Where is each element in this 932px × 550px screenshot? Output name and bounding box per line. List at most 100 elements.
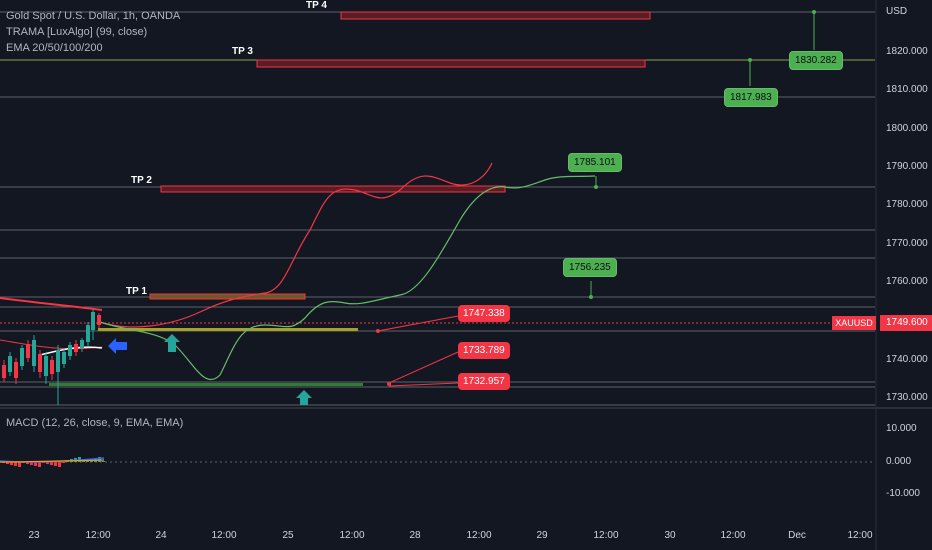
price-axis-label: 1780.000: [886, 199, 928, 210]
price-axis-label: 1740.000: [886, 354, 928, 365]
tp1-zone[interactable]: [149, 293, 306, 300]
price-axis-label: 1800.000: [886, 123, 928, 134]
tp3-label: TP 3: [232, 46, 253, 57]
callout-connector: [377, 315, 459, 332]
macd-bar: [14, 462, 17, 466]
candle-body: [2, 365, 6, 378]
macd-bar: [46, 462, 49, 464]
candle-body: [38, 354, 42, 372]
level-callout[interactable]: 1747.338: [458, 305, 510, 322]
candle-body: [32, 340, 36, 366]
target-callout[interactable]: 1756.235: [563, 258, 617, 277]
symbol-legend[interactable]: Gold Spot / U.S. Dollar, 1h, OANDA: [6, 10, 181, 22]
macd-bar: [54, 462, 57, 466]
candle-body: [8, 356, 12, 372]
macd-bar: [86, 460, 89, 462]
time-axis-label: 12:00: [466, 530, 492, 541]
target-callout[interactable]: 1817.983: [724, 88, 778, 107]
time-axis-label: 12:00: [85, 530, 111, 541]
target-callout[interactable]: 1785.101: [568, 153, 622, 172]
tp4-zone[interactable]: [340, 11, 651, 20]
callout-dot: [594, 185, 598, 189]
tp4-label: TP 4: [306, 0, 327, 11]
time-axis-label: 12:00: [720, 530, 746, 541]
candle-body: [68, 345, 72, 356]
macd-bar: [98, 457, 101, 462]
candle-body: [20, 348, 24, 366]
candle-body: [62, 352, 66, 364]
time-axis-label: 25: [282, 530, 294, 541]
entry-zone[interactable]: [98, 328, 358, 331]
tp2-zone[interactable]: [160, 185, 506, 193]
price-axis-currency: USD: [886, 6, 908, 17]
level-callout[interactable]: 1732.957: [458, 373, 510, 390]
candles-group: [2, 310, 101, 405]
candle-body: [44, 356, 48, 376]
time-axis-label: 24: [155, 530, 167, 541]
macd-bar: [10, 462, 13, 465]
candle-body: [91, 312, 95, 330]
callout-dot: [812, 10, 816, 14]
tp3-zone[interactable]: [256, 59, 646, 68]
macd-histogram: [0, 457, 105, 467]
trama-legend[interactable]: TRAMA [LuxAlgo] (99, close): [6, 26, 148, 38]
forecast-path-red: [99, 162, 493, 328]
macd-axis-label: -10.000: [886, 488, 920, 499]
candle-body: [56, 350, 60, 372]
price-axis-label: 1820.000: [886, 46, 928, 57]
macd-bar: [62, 462, 65, 463]
macd-legend[interactable]: MACD (12, 26, close, 9, EMA, EMA): [6, 417, 184, 429]
target-callout[interactable]: 1830.282: [789, 51, 843, 70]
macd-bar: [18, 462, 21, 467]
candle-body: [14, 362, 18, 378]
callout-connector: [388, 351, 459, 384]
ema-legend[interactable]: EMA 20/50/100/200: [6, 42, 103, 54]
ema-line-red: [0, 297, 103, 311]
left-arrow-icon: [108, 338, 127, 354]
macd-bar: [50, 462, 53, 465]
candle-body: [86, 325, 90, 342]
up-arrow-icon: [296, 390, 312, 405]
macd-bar: [6, 462, 9, 464]
tp1-label: TP 1: [126, 286, 147, 297]
time-axis-label: 12:00: [593, 530, 619, 541]
macd-axis-label: 10.000: [886, 423, 917, 434]
level-callout[interactable]: 1733.789: [458, 342, 510, 359]
macd-bar: [38, 462, 41, 467]
macd-bar: [82, 461, 85, 462]
candle-body: [74, 344, 78, 352]
tp2-label: TP 2: [131, 175, 152, 186]
time-axis-label: Dec: [788, 530, 806, 541]
callout-dot: [376, 329, 380, 333]
macd-bar: [34, 462, 37, 466]
candle-body: [26, 344, 30, 358]
macd-bar: [58, 462, 61, 467]
time-axis-label: 29: [536, 530, 548, 541]
up-arrow-icon: [164, 334, 180, 352]
macd-bar: [102, 461, 105, 462]
price-axis-label: 1730.000: [886, 392, 928, 403]
macd-signal-line: [0, 459, 105, 463]
macd-axis-label: 0.000: [886, 456, 912, 467]
callout-dot: [748, 58, 752, 62]
macd-bar: [30, 462, 33, 465]
price-axis-label: 1810.000: [886, 84, 928, 95]
price-axis-label: 1790.000: [886, 161, 928, 172]
callout-connector: [388, 382, 459, 387]
symbol-badge[interactable]: XAUUSD: [832, 316, 876, 330]
macd-bar: [42, 462, 45, 463]
time-axis-label: 12:00: [339, 530, 365, 541]
time-axis-label: 12:00: [847, 530, 873, 541]
candle-body: [97, 315, 101, 325]
candle-body: [80, 340, 84, 348]
time-axis-label: 12:00: [211, 530, 237, 541]
forecast-path-green: [99, 175, 596, 381]
time-axis-label: 28: [409, 530, 421, 541]
price-axis-label: 1760.000: [886, 276, 928, 287]
time-axis-label: 23: [28, 530, 40, 541]
callout-dot: [387, 382, 391, 386]
stop-zone[interactable]: [49, 383, 363, 386]
current-price-label: 1749.600: [880, 315, 932, 331]
price-axis-label: 1770.000: [886, 238, 928, 249]
